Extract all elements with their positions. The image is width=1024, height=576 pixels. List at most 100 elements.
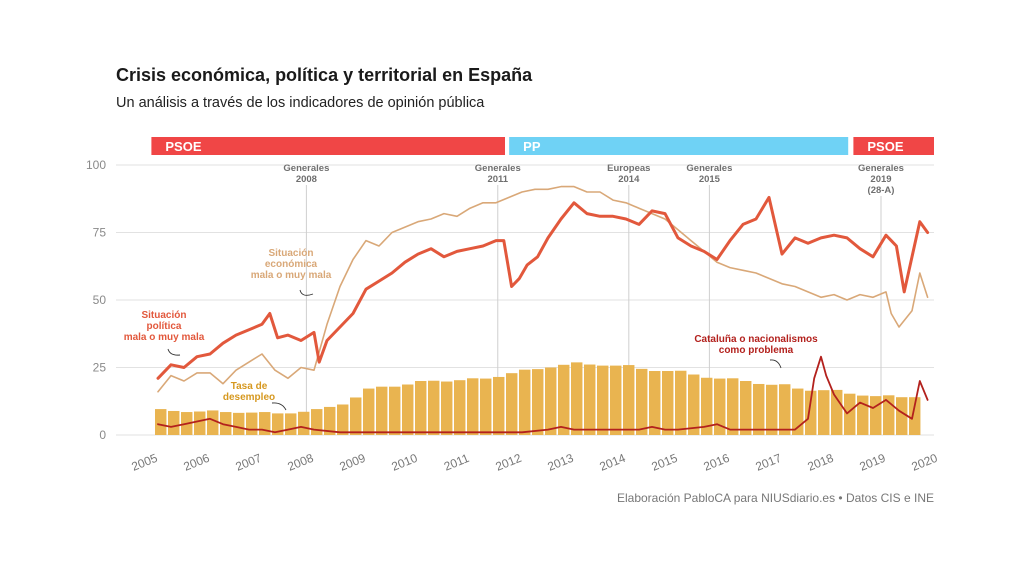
catalonia-line: [157, 355, 929, 434]
series-lines: [156, 185, 930, 434]
unemployment-bar: [376, 386, 388, 435]
unemployment-bar: [805, 390, 817, 435]
x-tick-label: 2008: [285, 451, 315, 474]
catalonia-annotation: como problema: [719, 345, 794, 356]
catalonia-annotation: Cataluña o nacionalismos: [694, 334, 818, 345]
catalonia-arrow: [769, 359, 782, 369]
y-tick-label: 25: [93, 361, 107, 375]
economic-situation-line: [157, 185, 929, 393]
unemployment-bar: [337, 404, 349, 435]
unemployment-bar: [311, 409, 323, 435]
x-tick-label: 2012: [493, 451, 523, 474]
government-label: PSOE: [165, 139, 201, 154]
chart-title: Crisis económica, política y territorial…: [116, 65, 533, 85]
election-label: Generales: [686, 163, 732, 174]
unemployment-bar: [259, 412, 271, 435]
unemployment-bar: [714, 378, 726, 435]
x-tick-label: 2009: [337, 451, 367, 474]
unemployment-bar: [870, 396, 882, 435]
unemployment-bar: [896, 397, 908, 435]
unemployment-bar: [428, 380, 440, 435]
unemployment-bar: [402, 384, 414, 435]
political-arrow: [167, 348, 181, 356]
unemployment-bar: [207, 410, 219, 435]
y-tick-label: 50: [93, 293, 107, 307]
x-tick-label: 2020: [910, 451, 940, 474]
election-label: 2008: [296, 174, 317, 185]
unemployment-bar: [909, 397, 921, 435]
unemployment-bar: [506, 373, 518, 435]
unemployment-bar: [649, 371, 661, 435]
election-label: Generales: [858, 163, 904, 174]
unemployment-bar: [389, 386, 401, 435]
unemployment-bar: [831, 389, 843, 435]
unemployment-bar: [623, 365, 635, 435]
unemployment-bar: [272, 413, 284, 435]
unemployment-bar: [558, 364, 570, 435]
chart-subtitle: Un análisis a través de los indicadores …: [116, 95, 485, 111]
political-annotation: Situación: [141, 310, 186, 321]
unemployment-bar: [285, 413, 297, 435]
unemployment-bar: [220, 412, 232, 435]
unemployment-bar: [480, 378, 492, 435]
unemployment-bar: [519, 369, 531, 435]
unemployment-annotation: desempleo: [223, 392, 275, 403]
unemployment-bar: [155, 409, 167, 435]
unemployment-bar: [857, 395, 869, 435]
x-tick-label: 2015: [650, 451, 680, 474]
government-label: PSOE: [867, 139, 903, 154]
political-annotation: mala o muy mala: [124, 332, 205, 343]
unemployment-bar: [454, 380, 466, 435]
election-label: Europeas: [607, 163, 650, 174]
unemployment-bar: [571, 362, 583, 435]
x-tick-label: 2018: [806, 451, 836, 474]
unemployment-bar: [168, 410, 180, 435]
unemployment-bars: [155, 362, 921, 435]
unemployment-bar: [688, 374, 700, 435]
economic-annotation: Situación: [268, 248, 313, 259]
unemployment-bar: [584, 364, 596, 435]
x-tick-label: 2005: [129, 451, 159, 474]
unemployment-bar: [818, 390, 830, 435]
election-label: 2019: [870, 174, 891, 185]
unemployment-bar: [233, 412, 245, 435]
unemployment-annotation: Tasa de: [231, 381, 268, 392]
economic-arrow: [299, 289, 314, 296]
y-tick-label: 100: [86, 158, 106, 172]
election-label: 2011: [487, 174, 508, 185]
unemployment-bar: [753, 383, 765, 435]
election-label: (28-A): [868, 185, 895, 196]
election-label: 2014: [618, 174, 640, 185]
unemployment-bar: [779, 384, 791, 435]
unemployment-bar: [350, 397, 362, 435]
unemployment-bar: [597, 365, 609, 435]
unemployment-bar: [701, 377, 713, 435]
x-tick-label: 2016: [702, 451, 732, 474]
election-label: Generales: [475, 163, 521, 174]
y-tick-label: 0: [99, 428, 106, 442]
unemployment-bar: [363, 388, 375, 435]
unemployment-bar: [415, 381, 427, 435]
unemployment-bar: [467, 378, 479, 435]
unemployment-bar: [298, 411, 310, 435]
x-tick-label: 2007: [233, 451, 263, 474]
x-tick-label: 2011: [442, 451, 471, 474]
election-label: Generales: [283, 163, 329, 174]
x-tick-label: 2006: [181, 451, 211, 474]
economic-annotation: económica: [265, 259, 318, 270]
unemployment-bar: [636, 368, 648, 435]
unemployment-bar: [883, 395, 895, 435]
unemployment-bar: [324, 406, 336, 435]
government-band-pp: [509, 137, 849, 155]
unemployment-bar: [194, 411, 206, 435]
unemployment-bar: [662, 371, 674, 435]
unemployment-arrow: [271, 402, 287, 411]
unemployment-bar: [740, 381, 752, 435]
economic-annotation: mala o muy mala: [251, 270, 332, 281]
unemployment-bar: [532, 369, 544, 435]
x-tick-label: 2010: [389, 451, 419, 474]
unemployment-bar: [792, 388, 804, 435]
x-tick-label: 2013: [546, 451, 576, 474]
